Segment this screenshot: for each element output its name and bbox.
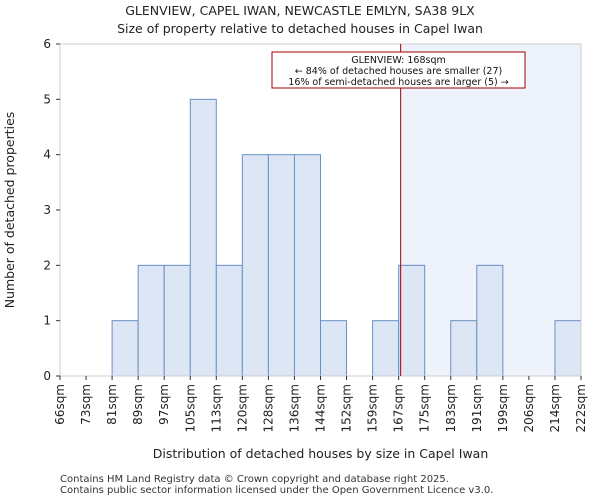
- x-tick-label: 81sqm: [105, 384, 119, 425]
- y-tick-label: 4: [43, 148, 51, 162]
- x-tick-label: 175sqm: [418, 384, 432, 432]
- y-tick-label: 1: [43, 314, 51, 328]
- x-tick-label: 105sqm: [183, 384, 197, 432]
- x-tick-label: 183sqm: [444, 384, 458, 432]
- x-tick-label: 89sqm: [131, 384, 145, 425]
- bar: [398, 264, 426, 377]
- x-tick-label: 222sqm: [574, 384, 588, 432]
- x-tick-label: 144sqm: [314, 384, 328, 432]
- bar: [372, 320, 400, 377]
- marker-annotation-line: GLENVIEW: 168sqm: [351, 55, 446, 66]
- y-axis-title: Number of detached properties: [2, 112, 17, 309]
- bar: [267, 154, 295, 377]
- x-tick-label: 128sqm: [261, 384, 275, 432]
- marker-annotation-line: ← 84% of detached houses are smaller (27…: [295, 66, 502, 77]
- footer-copyright: Contains HM Land Registry data © Crown c…: [60, 474, 449, 485]
- y-tick-label: 6: [43, 37, 51, 51]
- x-tick-label: 199sqm: [496, 384, 510, 432]
- x-tick-label: 206sqm: [522, 384, 536, 432]
- chart-subtitle: Size of property relative to detached ho…: [117, 21, 483, 36]
- x-axis-title: Distribution of detached houses by size …: [153, 446, 489, 461]
- x-tick-label: 167sqm: [392, 384, 406, 432]
- x-tick-label: 97sqm: [157, 384, 171, 425]
- x-tick-label: 113sqm: [209, 384, 223, 432]
- x-tick-label: 152sqm: [340, 384, 354, 432]
- bar: [476, 264, 504, 377]
- x-tick-label: 214sqm: [548, 384, 562, 432]
- bar: [111, 320, 139, 377]
- bar: [554, 320, 582, 377]
- x-tick-label: 136sqm: [287, 384, 301, 432]
- bar: [320, 320, 348, 377]
- y-tick-label: 5: [43, 92, 51, 106]
- x-tick-label: 120sqm: [235, 384, 249, 432]
- bar: [163, 264, 191, 377]
- x-tick-label: 159sqm: [366, 384, 380, 432]
- bar: [450, 320, 478, 377]
- chart-title: GLENVIEW, CAPEL IWAN, NEWCASTLE EMLYN, S…: [125, 3, 475, 18]
- x-tick-label: 191sqm: [470, 384, 484, 432]
- bar: [137, 264, 165, 377]
- y-tick-label: 3: [43, 203, 51, 217]
- x-tick-label: 66sqm: [53, 384, 67, 425]
- marker-annotation-box: [271, 51, 526, 89]
- bar: [293, 154, 322, 377]
- x-tick-label: 73sqm: [79, 384, 93, 425]
- bar: [189, 98, 217, 377]
- marker-annotation-line: 16% of semi-detached houses are larger (…: [288, 77, 508, 88]
- footer-licence: Contains public sector information licen…: [60, 485, 494, 496]
- bar: [241, 154, 269, 377]
- y-tick-label: 0: [43, 369, 51, 383]
- bar: [215, 264, 243, 377]
- y-tick-label: 2: [43, 258, 51, 272]
